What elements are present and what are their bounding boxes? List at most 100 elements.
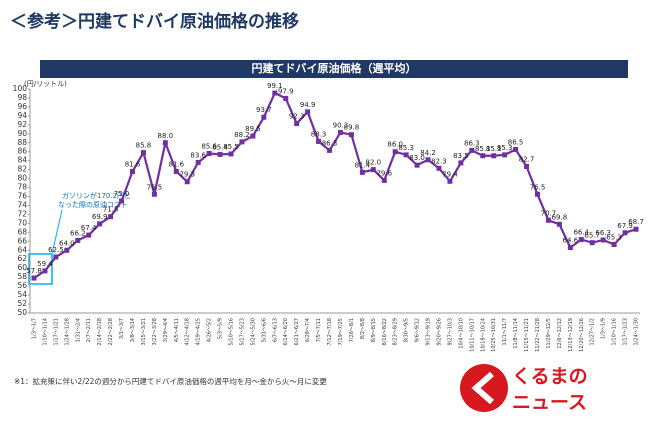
marker xyxy=(370,167,376,173)
data-label: 66.4 xyxy=(573,229,589,237)
data-label: 67.4 xyxy=(81,224,97,232)
marker xyxy=(556,221,562,227)
y-tick-label: 56 xyxy=(17,281,27,290)
data-label: 94.9 xyxy=(300,101,316,109)
x-tick-label: 5/17～5/23 xyxy=(239,318,245,345)
marker xyxy=(359,169,365,175)
marker xyxy=(502,152,508,158)
y-tick-label: 62 xyxy=(17,254,27,263)
data-label: 81.4 xyxy=(355,161,371,169)
data-label: 83.5 xyxy=(453,152,469,160)
marker xyxy=(337,129,343,135)
data-label: 86.3 xyxy=(464,139,480,147)
x-tick-label: 6/28～7/4 xyxy=(305,318,311,342)
data-label: 86.3 xyxy=(322,139,338,147)
data-label: 85.1 xyxy=(475,145,491,153)
x-tick-label: 3/29～4/4 xyxy=(163,318,169,342)
data-label: 88.3 xyxy=(311,130,327,138)
marker xyxy=(283,95,289,101)
y-tick-label: 74 xyxy=(17,200,27,209)
data-label: 81.6 xyxy=(125,160,141,168)
data-label: 90.3 xyxy=(333,121,349,129)
y-tick-label: 90 xyxy=(17,129,27,138)
x-tick-label: 4/19～4/25 xyxy=(196,318,202,345)
data-label: 85.3 xyxy=(398,144,414,152)
annotation-box xyxy=(28,253,53,285)
marker xyxy=(53,254,59,260)
x-tick-label: 1/10～1/14 xyxy=(42,318,48,345)
logo-text: ニュース xyxy=(512,392,587,414)
data-label: 97.9 xyxy=(278,87,294,95)
y-tick-label: 70 xyxy=(17,218,27,227)
marker xyxy=(327,147,333,153)
x-tick-label: 1/17～1/21 xyxy=(53,318,59,345)
marker xyxy=(567,245,573,251)
x-tick-label: 7/5～7/11 xyxy=(316,318,322,342)
x-tick-label: 1/31～2/4 xyxy=(75,318,81,342)
marker xyxy=(578,237,584,243)
y-tick-label: 76 xyxy=(17,192,27,201)
data-label: 79.6 xyxy=(376,169,392,177)
marker xyxy=(250,133,256,139)
data-label: 70.7 xyxy=(541,209,557,217)
marker xyxy=(316,138,322,144)
data-label: 79.3 xyxy=(179,171,195,179)
data-label: 66.3 xyxy=(595,229,611,237)
x-tick-label: 10/18～10/24 xyxy=(480,318,486,352)
marker xyxy=(622,230,628,236)
marker xyxy=(381,177,387,183)
marker xyxy=(272,90,278,96)
x-tick-label: 1/10～1/16 xyxy=(612,318,618,345)
marker xyxy=(480,153,486,159)
data-label: 84.2 xyxy=(420,149,436,157)
data-label: 88.2 xyxy=(234,131,250,139)
footnote: ※1：拡充策に伴い2/22の週分から円建てドバイ原油価格の週平均を月～金から火～… xyxy=(14,376,327,386)
marker xyxy=(545,217,551,223)
y-tick-label: 66 xyxy=(17,236,27,245)
x-tick-label: 7/12～7/18 xyxy=(327,318,333,345)
y-tick-label: 86 xyxy=(17,147,27,156)
x-tick-label: 8/9～8/15 xyxy=(371,318,377,342)
y-tick-label: 80 xyxy=(17,174,27,183)
marker xyxy=(524,164,530,170)
data-label: 93.7 xyxy=(256,106,272,114)
marker xyxy=(534,191,540,197)
x-tick-label: 2/22～2/28 xyxy=(108,318,114,345)
data-label: 82.0 xyxy=(366,159,382,167)
x-tick-label: 9/13～9/19 xyxy=(426,318,432,345)
logo-text: くるまの xyxy=(512,366,588,388)
marker xyxy=(513,146,519,152)
y-tick-label: 82 xyxy=(17,165,27,174)
logo-mark xyxy=(460,364,508,412)
data-label: 89.8 xyxy=(344,124,360,132)
marker xyxy=(75,237,81,243)
x-tick-label: 11/22～11/28 xyxy=(535,318,541,352)
x-tick-label: 7/19～7/25 xyxy=(338,318,344,345)
y-tick-label: 94 xyxy=(17,111,27,120)
x-tick-label: 1/24～1/30 xyxy=(634,318,640,345)
logo: くるまの ニュース xyxy=(460,364,588,414)
x-tick-label: 9/20～9/26 xyxy=(436,318,442,345)
marker xyxy=(458,160,464,166)
marker xyxy=(294,120,300,126)
y-tick-label: 84 xyxy=(17,156,27,165)
marker xyxy=(31,275,37,281)
x-tick-label: 6/21～6/27 xyxy=(294,318,300,345)
x-tick-label: 10/25～10/31 xyxy=(491,318,497,352)
x-tick-label: 12/27～1/2 xyxy=(590,318,596,345)
data-label: 75.0 xyxy=(114,190,130,198)
y-tick-label: 64 xyxy=(17,245,27,254)
y-tick-label: 98 xyxy=(17,93,27,102)
data-label: 64.6 xyxy=(563,237,579,245)
x-tick-label: 5/31～6/6 xyxy=(261,318,267,342)
y-tick-label: 54 xyxy=(17,290,27,299)
annotation: なった際の原油コスト xyxy=(58,200,128,209)
data-label: 92.3 xyxy=(289,112,305,120)
x-tick-label: 12/13～12/19 xyxy=(568,318,574,352)
marker xyxy=(392,149,398,155)
x-tick-label: 3/1～3/7 xyxy=(119,318,125,339)
x-tick-label: 5/10～5/16 xyxy=(229,318,235,345)
x-tick-label: 8/16～8/22 xyxy=(382,318,388,345)
marker xyxy=(42,268,48,274)
x-tick-label: 6/7～6/13 xyxy=(272,318,278,342)
